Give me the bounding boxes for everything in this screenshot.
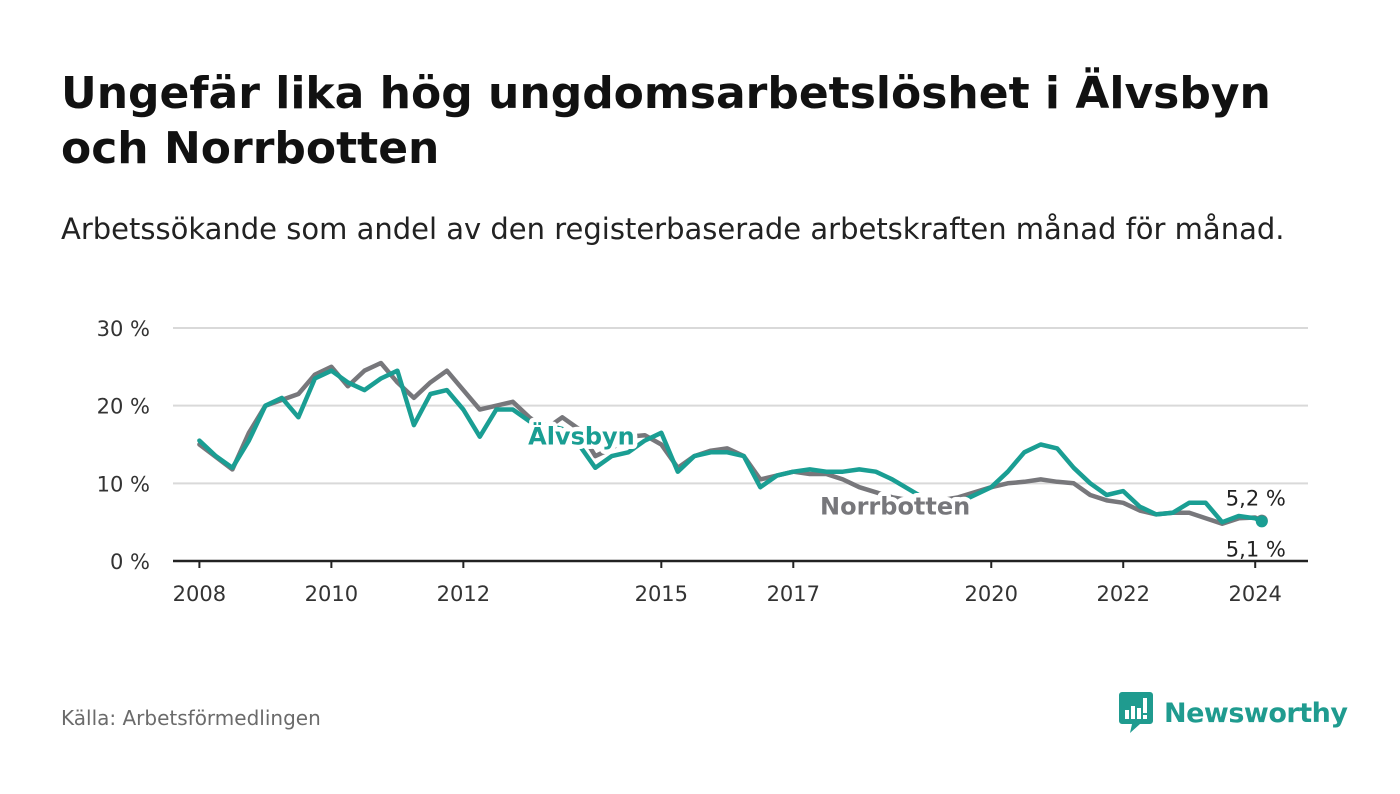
series-label-norrbotten: Norrbotten [820, 493, 970, 521]
series-line-alvsbyn [197, 368, 1265, 525]
gridlines [173, 327, 1308, 485]
x-tick-label: 2017 [767, 582, 820, 606]
x-tick-label: 2024 [1228, 582, 1281, 606]
x-axis-ticks: 2008 2010 2012 2015 2017 2020 2022 2024 [173, 561, 1282, 606]
y-tick-label: 0 % [110, 550, 150, 574]
end-value-label-norrbotten: 5,2 % [1226, 487, 1286, 511]
x-tick-label: 2015 [635, 582, 688, 606]
end-value-label-alvsbyn: 5,1 % [1226, 537, 1286, 561]
end-point-marker [1255, 515, 1268, 528]
series-label-halo: Norrbotten [820, 493, 970, 521]
newsworthy-chart-icon [1119, 692, 1153, 733]
line-chart: 0 % 10 % 20 % 30 % 2008 2010 2012 2015 2017 2020… [97, 317, 1308, 606]
x-tick-label: 2008 [173, 582, 226, 606]
series-line-norrbotten [197, 360, 1265, 526]
y-axis-ticks: 0 % 10 % 20 % 30 % [97, 317, 150, 574]
x-tick-label: 2020 [965, 582, 1018, 606]
brand-name: Newsworthy [1164, 697, 1348, 729]
y-tick-label: 10 % [97, 472, 150, 496]
source-note: Källa: Arbetsförmedlingen [61, 706, 321, 730]
series-label-halo: Älvsbyn [528, 422, 635, 451]
series-lines [197, 360, 1268, 528]
y-tick-label: 30 % [97, 317, 150, 341]
newsworthy-logo[interactable]: Newsworthy [1118, 690, 1348, 736]
chart-subtitle: Arbetssökande som andel av den registerb… [61, 212, 1285, 246]
x-tick-label: 2012 [437, 582, 490, 606]
x-tick-label: 2022 [1097, 582, 1150, 606]
series-label-alvsbyn: Älvsbyn [528, 422, 635, 451]
x-tick-label: 2010 [305, 582, 358, 606]
chart-title: Ungefär lika hög ungdomsarbetslöshet i Ä… [61, 68, 1271, 174]
y-tick-label: 20 % [97, 395, 150, 419]
